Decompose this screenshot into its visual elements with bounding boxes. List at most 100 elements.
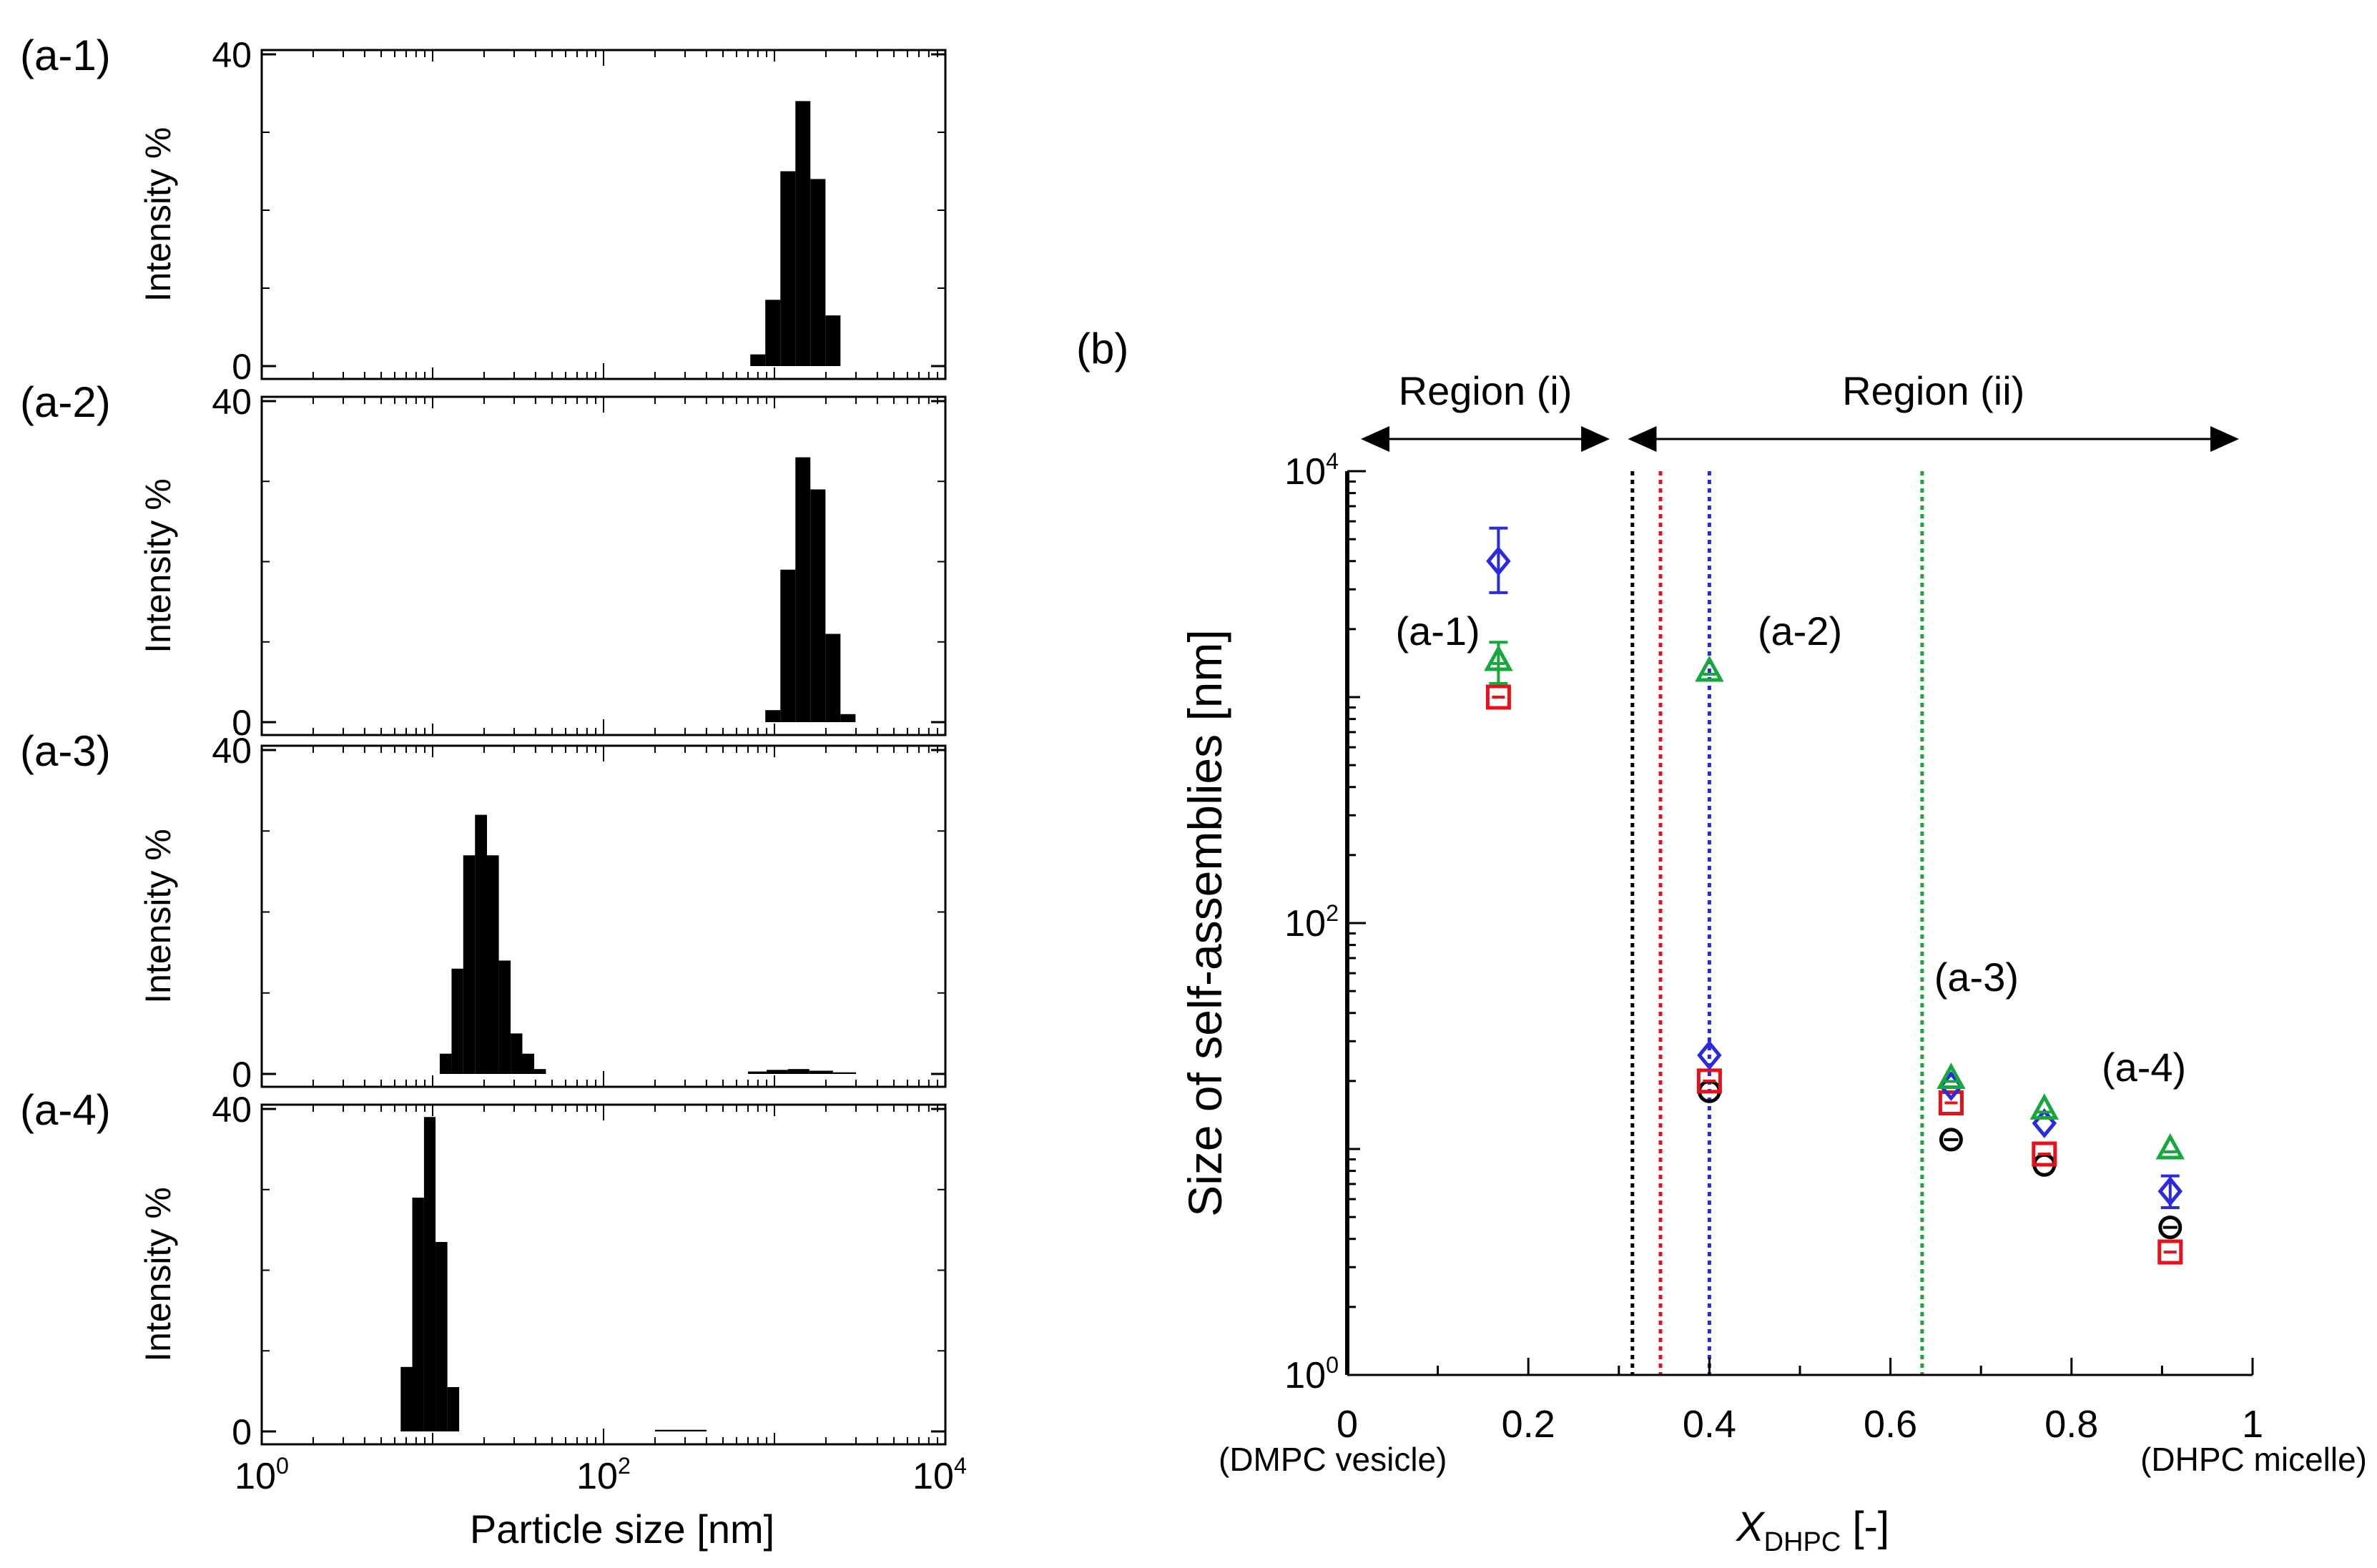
histogram-bar [439, 1053, 452, 1074]
annotation-label: (a-3) [1934, 955, 2019, 1000]
marker-square [1485, 684, 1511, 710]
histogram-bar [795, 457, 811, 722]
histogram-frame [260, 1103, 947, 1446]
series-square [1485, 684, 2183, 1265]
histogram-bar [487, 855, 499, 1074]
histogram-bar [750, 354, 766, 366]
marker-square [2032, 1141, 2057, 1167]
histogram-x-tick-label-base: 10 [912, 1456, 954, 1497]
histogram-bar [765, 300, 781, 366]
histogram-panel-1: 0 40 (a-1) Intensity % [20, 31, 947, 387]
marker-circle [1939, 1128, 1963, 1152]
y-tick-label-0: 0 [232, 1412, 252, 1452]
region-arrow-head-right [1581, 426, 1610, 452]
marker-diamond [2157, 1176, 2183, 1207]
histogram-bar [767, 1070, 788, 1074]
histogram-frame [260, 744, 947, 1088]
region-label: Region (i) [1399, 368, 1573, 413]
histogram-y-axis-label: Intensity % [138, 1187, 178, 1362]
histogram-bar [447, 1386, 460, 1431]
annotation-label: (a-4) [2102, 1045, 2186, 1090]
histogram-bar [809, 1070, 833, 1074]
histogram-panels: 040(a-1)Intensity %040(a-2)Intensity %04… [20, 31, 947, 1452]
marker-square [1696, 1068, 1722, 1094]
y-tick-label-exp: 4 [1326, 448, 1339, 474]
histogram-bar [810, 179, 826, 366]
histogram-bar [412, 1198, 424, 1431]
histogram-bar [451, 968, 463, 1074]
y-tick-label-exp: 0 [1326, 1352, 1339, 1378]
panel-label-b: (b) [1076, 325, 1128, 373]
x-axis-label-rest: [-] [1841, 1504, 1889, 1550]
histogram-x-tick-label-exp: 0 [276, 1453, 289, 1479]
histogram-bar [832, 1072, 857, 1074]
histogram-bar [522, 1053, 535, 1074]
histogram-common-labels: Particle size [nm] 100 102 104 [235, 1453, 967, 1552]
region-arrow-head-right [2210, 426, 2240, 452]
histogram-x-tick-label: 104 [912, 1453, 967, 1497]
marker-square [1938, 1090, 1964, 1115]
panel-label: (a-2) [20, 378, 111, 426]
histogram-x-axis-label: Particle size [nm] [470, 1507, 774, 1552]
histogram-bar [747, 1071, 767, 1074]
histogram-bar [795, 101, 811, 366]
y-tick-label-base: 10 [1284, 451, 1326, 493]
histogram-bar [423, 1117, 436, 1431]
x-end-label-left: (DMPC vesicle) [1219, 1441, 1447, 1478]
region-arrow-head-left [1360, 426, 1389, 452]
y-tick-label-base: 10 [1284, 903, 1326, 945]
y-tick-label-40: 40 [212, 382, 252, 422]
panel-label: (a-1) [20, 31, 111, 79]
histogram-panel-4: 0 40 (a-4) Intensity % [20, 1086, 947, 1452]
x-axis-label: XDHPC [-] [1735, 1504, 1889, 1557]
annotation-label: (a-1) [1395, 608, 1480, 654]
y-tick-label: 100 [1284, 1352, 1339, 1396]
y-tick-label: 104 [1284, 448, 1339, 493]
histogram-bar [780, 171, 796, 366]
histogram-x-tick-label-base: 10 [235, 1456, 276, 1497]
histogram-bar [840, 714, 856, 722]
y-axis-label: Size of self-assemblies [nm] [1178, 629, 1231, 1217]
histogram-bar [498, 960, 511, 1074]
histogram-panel-2: 0 40 (a-2) Intensity % [20, 378, 947, 743]
x-tick-label: 0.6 [1864, 1403, 1917, 1446]
region-label: Region (ii) [1842, 368, 2024, 413]
histogram-x-tick-label: 102 [576, 1453, 631, 1497]
histogram-bar [825, 633, 841, 722]
histogram-x-tick-label-base: 10 [576, 1456, 618, 1497]
histogram-y-axis-label: Intensity % [138, 478, 178, 654]
histogram-frame [260, 49, 947, 380]
panel-label: (a-3) [20, 727, 111, 775]
marker-circle [2158, 1216, 2182, 1240]
histogram-x-tick-label: 100 [235, 1453, 289, 1497]
y-tick-label-base: 10 [1284, 1355, 1326, 1396]
marker-triangle [2155, 1133, 2185, 1160]
panel-label: (a-4) [20, 1086, 111, 1134]
histogram-y-axis-label: Intensity % [138, 829, 178, 1004]
histogram-x-tick-label-exp: 2 [618, 1453, 631, 1479]
y-tick-label-40: 40 [212, 731, 252, 771]
histogram-bar [463, 855, 476, 1074]
annotation-label: (a-2) [1758, 608, 1842, 654]
histogram-bar [511, 1033, 523, 1074]
histogram-bar [765, 710, 781, 722]
x-tick-label: 0.2 [1502, 1403, 1555, 1446]
histogram-y-axis-label: Intensity % [138, 127, 178, 302]
marker-triangle [2029, 1093, 2059, 1120]
histogram-bar [475, 814, 488, 1074]
histogram-bar [787, 1069, 809, 1074]
histogram-bar [685, 1429, 707, 1431]
y-tick-label-0: 0 [232, 347, 252, 387]
histogram-bar [435, 1242, 448, 1431]
x-tick-label: 0.4 [1683, 1403, 1736, 1446]
marker-square [2157, 1239, 2183, 1265]
x-end-label-right: (DHPC micelle) [2140, 1441, 2367, 1478]
y-tick-label-0: 0 [232, 703, 252, 743]
histogram-bar [780, 569, 796, 722]
x-tick-label: 0 [1337, 1403, 1358, 1446]
histogram-frame [260, 395, 947, 736]
x-tick-label: 0.8 [2044, 1403, 2098, 1446]
x-axis-label-var: X [1735, 1504, 1766, 1550]
